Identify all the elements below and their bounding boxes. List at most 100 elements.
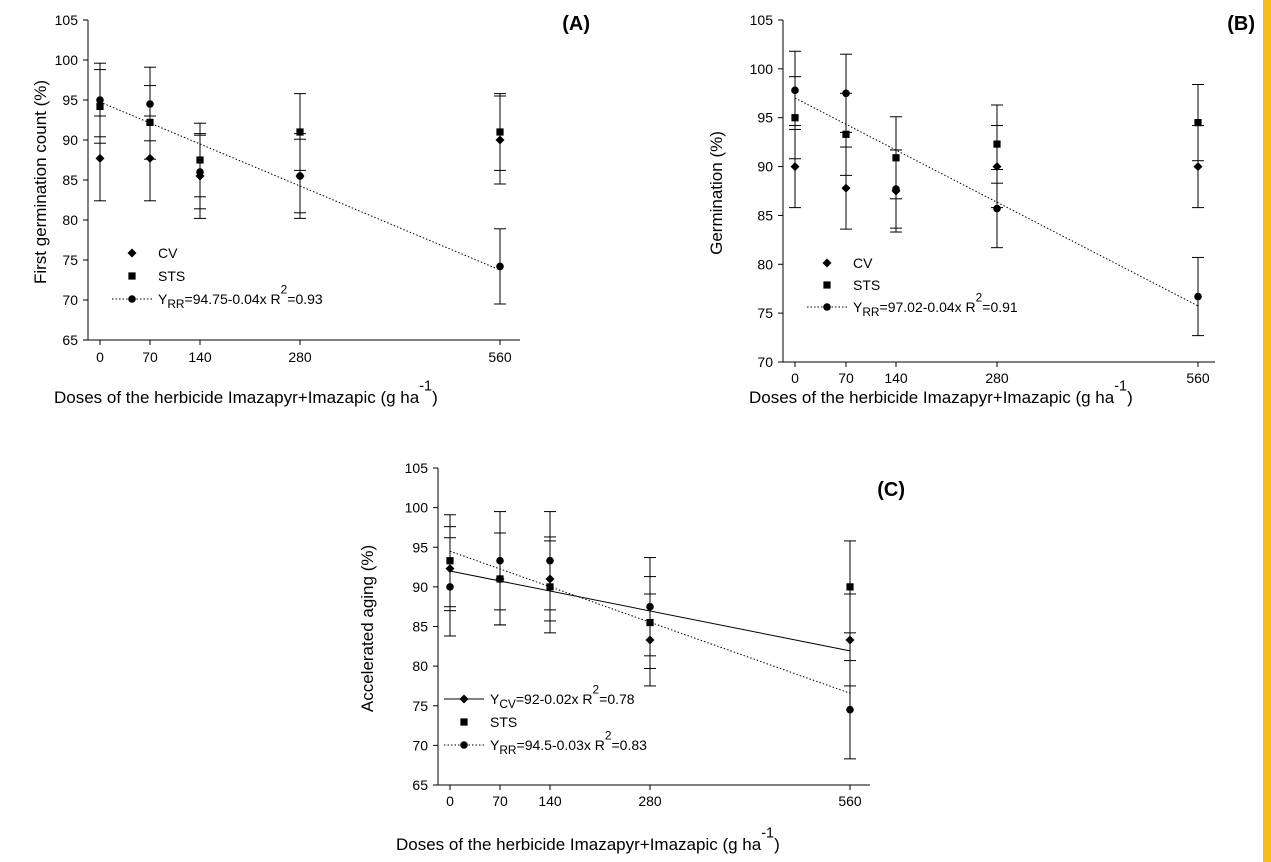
y-tick-label: 85 bbox=[757, 207, 773, 223]
data-point bbox=[1194, 292, 1202, 301]
data-point bbox=[1193, 162, 1203, 172]
data-point bbox=[446, 583, 454, 591]
data-point bbox=[496, 556, 504, 565]
legend-marker bbox=[128, 295, 136, 303]
legend-marker bbox=[460, 741, 468, 749]
x-tick-label: 70 bbox=[838, 370, 854, 386]
y-tick-label: 95 bbox=[757, 110, 773, 126]
x-tick-label: 140 bbox=[538, 793, 562, 809]
x-axis-label: Doses of the herbicide Imazapyr+Imazapic… bbox=[54, 378, 438, 407]
y-tick-label: 100 bbox=[55, 52, 79, 68]
data-point bbox=[296, 172, 304, 180]
data-point bbox=[546, 556, 554, 565]
x-axis-label-part: ) bbox=[1127, 388, 1133, 407]
legend-label: STS bbox=[853, 277, 880, 293]
data-point bbox=[846, 705, 854, 714]
y-tick-label: 85 bbox=[62, 172, 78, 188]
data-point bbox=[791, 86, 799, 95]
x-tick-label: 560 bbox=[488, 349, 512, 365]
data-point bbox=[296, 128, 304, 136]
x-axis-label: Doses of the herbicide Imazapyr+Imazapic… bbox=[396, 825, 780, 854]
legend-label: STS bbox=[158, 268, 185, 284]
x-tick-label: 140 bbox=[884, 370, 908, 386]
x-tick-label: 280 bbox=[985, 370, 1009, 386]
fit-line-rr bbox=[449, 550, 851, 694]
panel-label: (B) bbox=[1227, 13, 1255, 35]
y-tick-label: 80 bbox=[757, 256, 773, 272]
legend-label: STS bbox=[490, 714, 517, 730]
x-tick-label: 0 bbox=[96, 349, 104, 365]
legend-label-part: Y bbox=[853, 299, 863, 315]
x-tick-label: 280 bbox=[288, 349, 312, 365]
legend-marker bbox=[822, 258, 832, 268]
y-tick-label: 105 bbox=[750, 12, 774, 28]
fit-line-rr bbox=[99, 101, 501, 271]
chart-panel-a: 65 70 75 80 85 90 95 100 105 0 70 140 280 560 First ge… bbox=[31, 12, 590, 407]
data-point bbox=[496, 128, 504, 136]
legend-marker bbox=[459, 694, 469, 704]
legend-marker bbox=[128, 272, 136, 280]
legend-marker bbox=[823, 303, 831, 311]
y-tick-label: 100 bbox=[405, 500, 429, 516]
legend-label-part: 2 bbox=[281, 283, 288, 297]
x-axis-label-part: -1 bbox=[1114, 378, 1127, 394]
panel-label: (C) bbox=[877, 479, 905, 501]
x-axis-label: Doses of the herbicide Imazapyr+Imazapic… bbox=[749, 378, 1133, 407]
data-point bbox=[845, 635, 855, 645]
y-tick-label: 95 bbox=[412, 539, 428, 555]
series-rr bbox=[94, 62, 506, 305]
x-axis-label-part: -1 bbox=[761, 825, 774, 841]
x-tick-label: 0 bbox=[446, 793, 454, 809]
x-tick-label: 560 bbox=[1186, 370, 1210, 386]
legend-label-part: =94.5-0.03x R bbox=[517, 737, 605, 753]
accent-bar bbox=[1263, 0, 1271, 862]
data-point bbox=[1194, 119, 1202, 127]
data-point bbox=[496, 262, 504, 271]
legend-label: YRR=94.5-0.03x R2=0.83 bbox=[490, 729, 647, 758]
legend-label: CV bbox=[853, 255, 873, 271]
legend-marker bbox=[823, 281, 831, 289]
legend-label-part: =0.83 bbox=[612, 737, 648, 753]
y-tick-label: 75 bbox=[757, 305, 773, 321]
y-tick-label: 95 bbox=[62, 92, 78, 108]
data-point bbox=[196, 168, 204, 176]
chart-panel-c: 65 70 75 80 85 90 95 100 105 0 70 140 280 560 Accelera… bbox=[358, 460, 905, 854]
legend-label-part: Y bbox=[490, 737, 500, 753]
y-tick-label: 70 bbox=[757, 354, 773, 370]
y-tick-label: 90 bbox=[757, 159, 773, 175]
x-tick-label: 560 bbox=[838, 793, 862, 809]
series-rr bbox=[444, 511, 856, 760]
data-point bbox=[846, 583, 854, 591]
legend-label: YRR=97.02-0.04x R2=0.91 bbox=[853, 291, 1018, 320]
legend-label-part: RR bbox=[167, 297, 185, 311]
x-tick-label: 0 bbox=[791, 370, 799, 386]
y-tick-label: 65 bbox=[412, 777, 428, 793]
legend-label: CV bbox=[158, 245, 178, 261]
x-axis-label-part: -1 bbox=[419, 378, 432, 394]
y-axis-label: Accelerated aging (%) bbox=[358, 545, 377, 712]
x-axis-label-part: ) bbox=[774, 835, 780, 854]
y-tick-label: 85 bbox=[412, 619, 428, 635]
legend-label-part: =94.75-0.04x R bbox=[185, 291, 281, 307]
legend-marker bbox=[127, 248, 137, 258]
y-axis-label: Germination (%) bbox=[707, 131, 726, 255]
y-tick-label: 75 bbox=[412, 698, 428, 714]
data-point bbox=[842, 130, 850, 138]
data-point bbox=[146, 100, 154, 108]
data-point bbox=[646, 602, 654, 611]
legend-label-part: 2 bbox=[593, 683, 600, 697]
data-point bbox=[842, 89, 850, 98]
x-tick-label: 140 bbox=[188, 349, 212, 365]
series-rr bbox=[789, 50, 1204, 337]
x-axis-label-part: Doses of the herbicide Imazapyr+Imazapic… bbox=[396, 835, 762, 854]
data-point bbox=[841, 183, 851, 193]
legend-label-part: CV bbox=[499, 697, 516, 711]
y-tick-label: 70 bbox=[412, 737, 428, 753]
data-point bbox=[95, 153, 105, 163]
x-tick-label: 70 bbox=[492, 793, 508, 809]
legend-label: YCV=92-0.02x R2=0.78 bbox=[490, 683, 635, 712]
y-tick-label: 90 bbox=[412, 579, 428, 595]
